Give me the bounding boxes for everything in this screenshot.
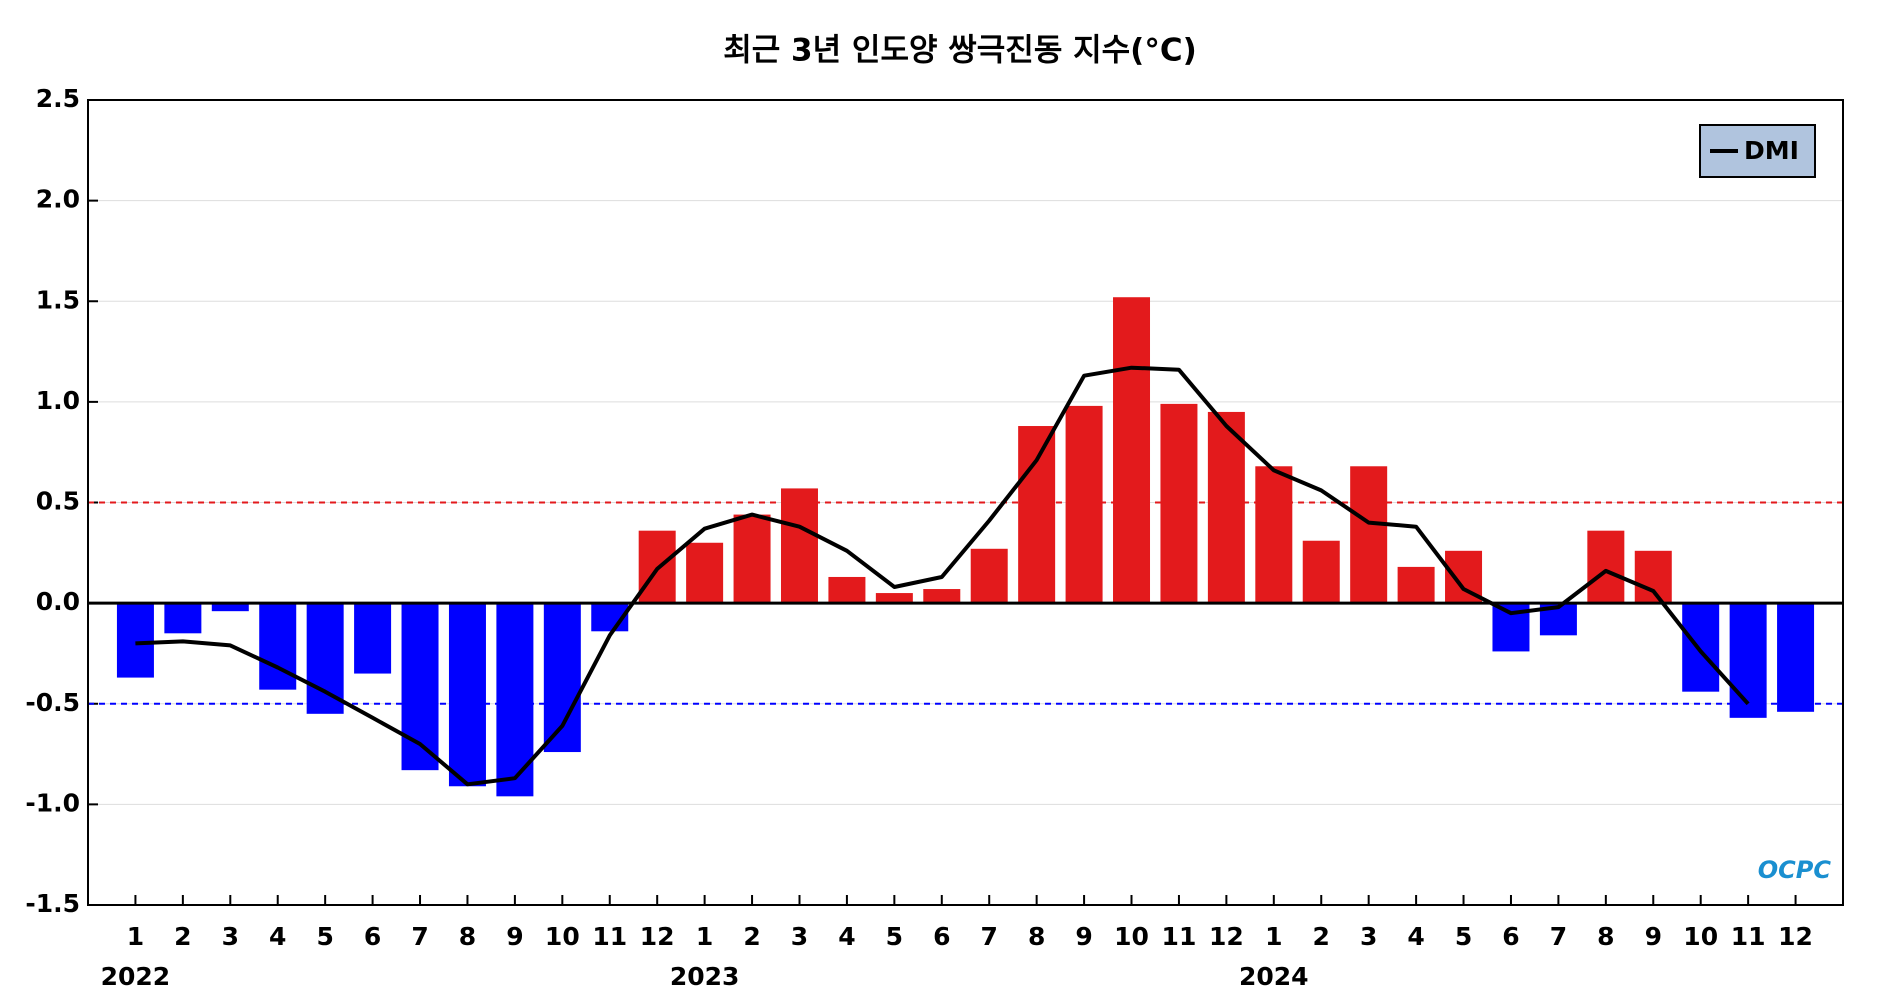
bar xyxy=(1729,603,1767,718)
x-tick-label: 6 xyxy=(933,922,950,951)
x-tick-label: 4 xyxy=(838,922,855,951)
y-tick-label: -1.0 xyxy=(25,788,80,817)
x-tick-label: 10 xyxy=(1683,922,1718,951)
x-tick-label: 6 xyxy=(1502,922,1519,951)
x-tick-label: 12 xyxy=(1778,922,1813,951)
bar xyxy=(1207,411,1245,604)
x-tick-label: 12 xyxy=(1209,922,1244,951)
bar xyxy=(1160,403,1198,604)
x-tick-label: 7 xyxy=(411,922,428,951)
x-tick-label: 8 xyxy=(1597,922,1614,951)
bar xyxy=(733,514,771,604)
x-tick-label: 4 xyxy=(269,922,286,951)
y-tick-label: 2.5 xyxy=(36,84,80,113)
x-tick-label: 11 xyxy=(1162,922,1197,951)
bar xyxy=(970,548,1008,604)
bar xyxy=(1587,530,1625,604)
bar xyxy=(780,488,818,604)
x-tick-label: 5 xyxy=(1455,922,1472,951)
legend-label: DMI xyxy=(1744,136,1799,165)
x-tick-label: 9 xyxy=(506,922,523,951)
bar xyxy=(1065,405,1103,604)
x-tick-label: 5 xyxy=(316,922,333,951)
watermark: OCPC xyxy=(1758,856,1832,884)
x-tick-label: 5 xyxy=(886,922,903,951)
bar xyxy=(1777,603,1815,712)
bar xyxy=(1255,466,1293,604)
bar xyxy=(1397,566,1435,604)
bar xyxy=(1350,466,1388,604)
x-tick-label: 7 xyxy=(1550,922,1567,951)
x-tick-label: 1 xyxy=(127,922,144,951)
bar xyxy=(164,603,202,634)
year-label: 2022 xyxy=(101,962,171,991)
bar xyxy=(543,603,581,753)
bar xyxy=(1302,540,1340,604)
x-tick-label: 11 xyxy=(1731,922,1766,951)
x-tick-label: 2 xyxy=(743,922,760,951)
chart-title: 최근 3년 인도양 쌍극진동 지수(°C) xyxy=(723,33,1197,69)
plot-frame xyxy=(87,99,1844,906)
x-tick-label: 6 xyxy=(364,922,381,951)
y-tick-label: -0.5 xyxy=(25,688,80,717)
y-tick-label: 1.5 xyxy=(36,285,80,314)
x-tick-label: 8 xyxy=(1028,922,1045,951)
bar xyxy=(259,603,297,690)
x-tick-label: 9 xyxy=(1075,922,1092,951)
bar xyxy=(686,542,724,604)
x-tick-label: 3 xyxy=(791,922,808,951)
bar xyxy=(875,593,913,604)
bar xyxy=(1018,426,1056,604)
year-label: 2023 xyxy=(670,962,740,991)
bar xyxy=(306,603,344,714)
bar xyxy=(1113,297,1151,604)
bar xyxy=(1682,603,1720,692)
bar xyxy=(828,576,866,604)
y-tick-label: 0.5 xyxy=(36,487,80,516)
x-tick-label: 7 xyxy=(981,922,998,951)
x-tick-label: 11 xyxy=(592,922,627,951)
x-tick-label: 3 xyxy=(1360,922,1377,951)
bar xyxy=(448,603,486,787)
x-tick-label: 8 xyxy=(459,922,476,951)
x-tick-label: 12 xyxy=(640,922,675,951)
bar xyxy=(923,589,961,604)
x-tick-label: 3 xyxy=(222,922,239,951)
bar xyxy=(211,603,249,612)
year-label: 2024 xyxy=(1239,962,1309,991)
line-series xyxy=(135,365,1750,787)
y-tick-label: -1.5 xyxy=(25,889,80,918)
bar xyxy=(496,603,534,797)
x-tick-label: 1 xyxy=(1265,922,1282,951)
x-tick-label: 2 xyxy=(1313,922,1330,951)
x-tick-label: 1 xyxy=(696,922,713,951)
x-tick-label: 9 xyxy=(1645,922,1662,951)
x-tick-label: 2 xyxy=(174,922,191,951)
y-tick-label: 2.0 xyxy=(36,185,80,214)
x-tick-label: 10 xyxy=(545,922,580,951)
x-tick-label: 10 xyxy=(1114,922,1149,951)
x-tick-label: 4 xyxy=(1407,922,1424,951)
bar xyxy=(354,603,392,674)
bar xyxy=(116,603,154,678)
bar xyxy=(1634,550,1672,604)
y-tick-label: 0.0 xyxy=(36,587,80,616)
y-tick-label: 1.0 xyxy=(36,386,80,415)
